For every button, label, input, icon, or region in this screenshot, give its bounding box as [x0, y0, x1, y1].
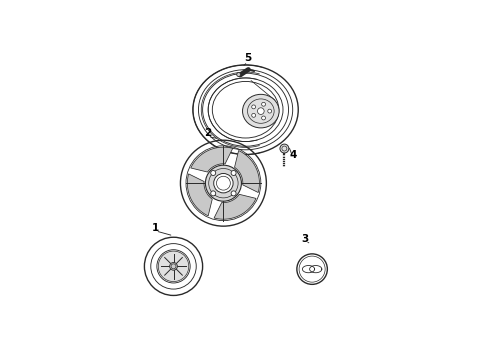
Circle shape [211, 171, 216, 175]
Circle shape [252, 105, 256, 109]
Polygon shape [191, 147, 233, 172]
Circle shape [262, 102, 266, 106]
Text: 3: 3 [301, 234, 309, 244]
Polygon shape [187, 174, 212, 216]
Circle shape [214, 174, 233, 193]
Circle shape [268, 109, 271, 113]
Text: 2: 2 [204, 128, 212, 138]
Text: 1: 1 [152, 222, 159, 233]
Circle shape [262, 116, 266, 120]
Circle shape [237, 73, 241, 76]
Polygon shape [214, 194, 256, 219]
Circle shape [258, 108, 264, 114]
Text: 4: 4 [290, 150, 297, 160]
Circle shape [211, 191, 216, 196]
Circle shape [231, 191, 236, 196]
Circle shape [231, 171, 236, 175]
Text: 5: 5 [244, 53, 251, 63]
Ellipse shape [243, 94, 279, 128]
Circle shape [158, 251, 189, 282]
Circle shape [252, 113, 256, 117]
Circle shape [205, 165, 242, 201]
Polygon shape [235, 150, 259, 193]
Circle shape [170, 262, 177, 270]
Circle shape [280, 144, 289, 153]
